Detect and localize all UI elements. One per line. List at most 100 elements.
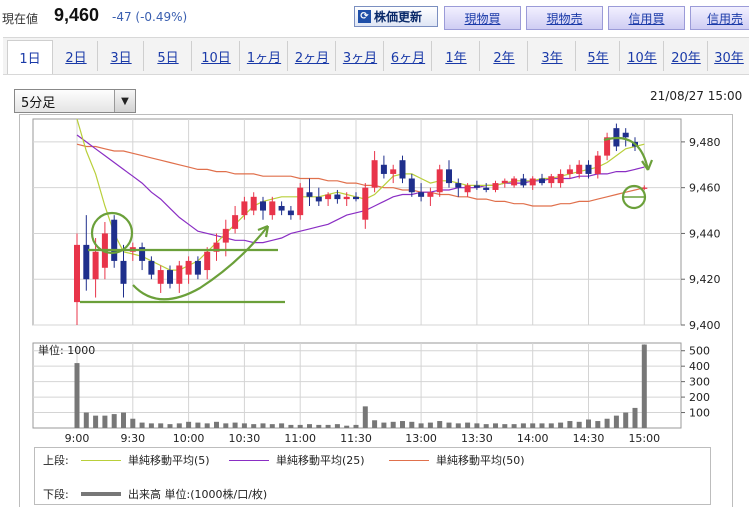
volume-bar — [520, 423, 526, 428]
annotation-curve-arrow — [603, 136, 650, 171]
buy-margin-button[interactable]: 信用買 — [608, 6, 685, 30]
legend-upper-label: 上段: — [43, 454, 69, 467]
tab-3m[interactable]: 3ヶ月 — [337, 41, 384, 71]
interval-select-value: 5分足 — [21, 95, 56, 111]
candle-body — [325, 194, 332, 200]
candle-body — [557, 173, 564, 184]
volume-bar — [223, 423, 229, 428]
buy-cash-button[interactable]: 現物買 — [444, 6, 521, 30]
tab-1y[interactable]: 1年 — [433, 41, 480, 71]
tab-3d[interactable]: 3日 — [99, 41, 144, 71]
volume-bar — [613, 415, 619, 428]
volume-bar — [455, 423, 461, 428]
candle-body — [176, 265, 183, 284]
candle-body — [269, 201, 276, 216]
candle-body — [148, 260, 155, 275]
volume-bar — [632, 407, 638, 428]
candle-body — [232, 215, 239, 229]
candle-body — [139, 247, 146, 261]
candle-body — [120, 260, 127, 284]
tab-1d[interactable]: 1日 — [7, 40, 53, 74]
refresh-label: 株価更新 — [374, 10, 423, 24]
header-bar: 現在値 9,460 -47 (-0.49%) ⟳ 株価更新 現物買 現物売 信用… — [0, 0, 749, 36]
candle-body — [74, 244, 80, 303]
candle-body — [92, 251, 99, 280]
sell-margin-button[interactable]: 信用売 — [690, 6, 749, 30]
legend-label-ma5: 単純移動平均(5) — [128, 454, 210, 467]
ma50-line — [76, 143, 645, 207]
candle-body — [343, 196, 350, 200]
volume-bar — [195, 422, 201, 428]
volume-bar — [176, 423, 182, 428]
candle-body — [194, 260, 201, 275]
legend-label-ma50: 単純移動平均(50) — [436, 454, 525, 467]
volume-tick-label: 300 — [689, 376, 710, 389]
tab-5y[interactable]: 5年 — [577, 41, 620, 71]
tab-20y[interactable]: 20年 — [665, 41, 708, 71]
volume-bar — [139, 422, 145, 428]
candle-body — [473, 185, 480, 188]
volume-bar — [418, 423, 424, 428]
tab-2m[interactable]: 2ヶ月 — [289, 41, 336, 71]
refresh-button[interactable]: ⟳ 株価更新 — [354, 6, 438, 27]
x-tick-label: 10:30 — [229, 432, 261, 445]
sell-cash-button[interactable]: 現物売 — [526, 6, 603, 30]
candle-body — [455, 183, 462, 188]
volume-bar — [251, 424, 257, 428]
volume-bar — [409, 421, 415, 428]
legend-label-ma25: 単純移動平均(25) — [276, 454, 365, 467]
candle-body — [594, 155, 601, 174]
candle-body — [380, 164, 387, 174]
tab-2y[interactable]: 2年 — [481, 41, 528, 71]
tab-5d[interactable]: 5日 — [145, 41, 192, 71]
volume-bar — [558, 422, 564, 428]
tab-30y[interactable]: 30年 — [714, 50, 744, 66]
candle-body — [501, 180, 508, 184]
candle-body — [278, 205, 285, 211]
volume-bar — [567, 421, 573, 428]
candle-body — [362, 187, 369, 220]
candle-body — [334, 194, 341, 200]
volume-bar — [279, 423, 285, 428]
volume-bar — [83, 412, 89, 428]
volume-bar — [204, 423, 210, 428]
legend-label-volume: 出来高 単位:(1000株/口/枚) — [128, 488, 268, 501]
x-tick-label: 14:00 — [517, 432, 549, 445]
candle-body — [585, 164, 592, 174]
candle-body — [399, 160, 406, 179]
legend-item-ma5: 単純移動平均(5) — [71, 452, 210, 468]
chevron-down-icon[interactable]: ▼ — [114, 90, 135, 112]
price-tick-label: 9,480 — [689, 136, 721, 149]
tab-1m[interactable]: 1ヶ月 — [241, 41, 288, 71]
chart-panel — [19, 114, 733, 507]
candle-body — [250, 196, 257, 211]
volume-bar — [437, 421, 443, 428]
volume-bar — [297, 424, 303, 428]
volume-bar — [307, 424, 312, 428]
legend-lower-label: 下段: — [43, 488, 69, 501]
interval-select[interactable]: 5分足 ▼ — [14, 89, 136, 113]
tab-2d[interactable]: 2日 — [55, 41, 98, 71]
volume-tick-label: 200 — [689, 391, 710, 404]
volume-bar — [148, 423, 154, 428]
candle-body — [622, 132, 629, 138]
tab-10y[interactable]: 10年 — [621, 41, 664, 71]
tab-6m[interactable]: 6ヶ月 — [385, 41, 432, 71]
candle-body — [222, 228, 229, 243]
volume-bar — [334, 424, 340, 428]
candle-body — [539, 178, 545, 184]
volume-bar — [530, 423, 536, 428]
volume-bar — [167, 424, 173, 428]
legend-swatch-ma5 — [81, 459, 121, 461]
refresh-icon: ⟳ — [358, 10, 371, 23]
volume-bar — [474, 423, 480, 428]
legend-item-ma25: 単純移動平均(25) — [219, 452, 365, 468]
volume-bar — [502, 424, 508, 428]
candle-body — [436, 169, 443, 193]
candle-body — [111, 219, 118, 261]
tab-10d[interactable]: 10日 — [193, 41, 240, 71]
price-tick-label: 9,440 — [689, 227, 721, 240]
volume-bar — [595, 421, 601, 428]
tab-3y[interactable]: 3年 — [529, 41, 576, 71]
